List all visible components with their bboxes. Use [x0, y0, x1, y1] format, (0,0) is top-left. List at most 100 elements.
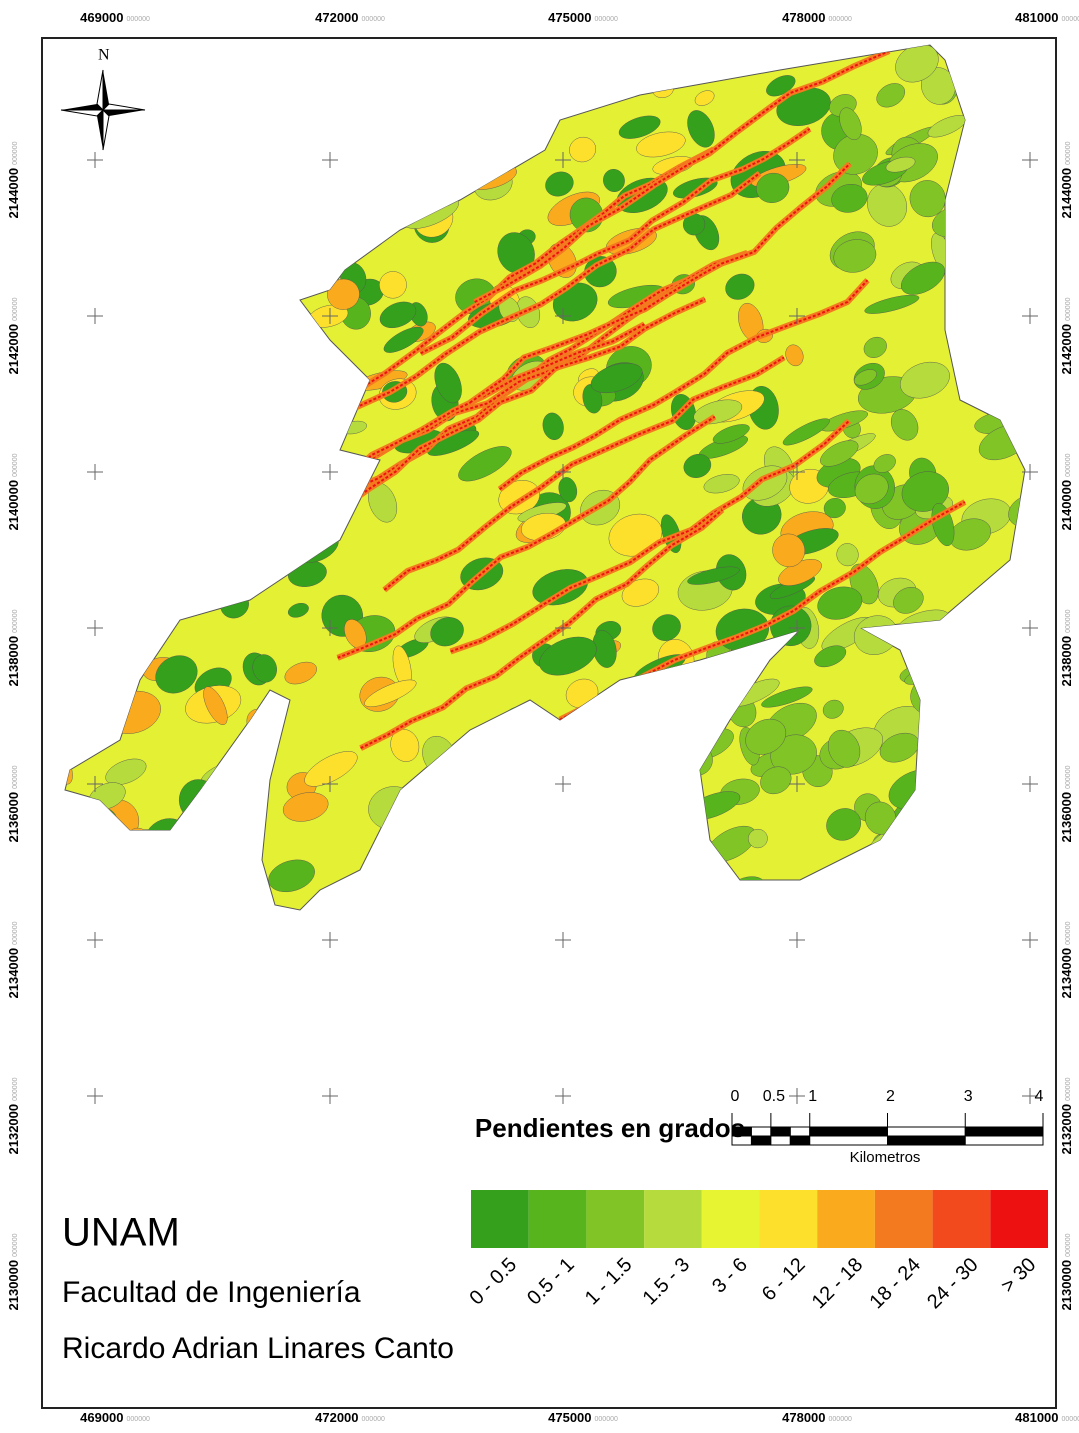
coordinate-suffix: 000000	[127, 16, 150, 23]
coordinate-suffix: 000000	[595, 1416, 618, 1423]
slope-patch	[327, 278, 360, 310]
scale-segment	[809, 1126, 888, 1137]
legend-swatch	[874, 1190, 933, 1248]
slope-patch	[268, 859, 315, 893]
coordinate-suffix: 000000	[12, 297, 19, 320]
coordinate-value: 472000	[315, 10, 358, 25]
scale-segment	[964, 1126, 1044, 1137]
slope-patch	[652, 614, 681, 641]
slope-patch	[545, 171, 574, 197]
slope-patch	[890, 409, 919, 441]
slope-patch	[863, 336, 887, 358]
x-coordinate: 478000 000000	[782, 10, 852, 25]
scale-segment	[789, 1126, 811, 1137]
legend-swatch	[644, 1190, 702, 1248]
coordinate-value: 2136000	[6, 792, 21, 843]
institution: UNAM	[62, 1211, 180, 1255]
coordinate-value: 2138000	[6, 636, 21, 687]
slope-patch	[155, 655, 198, 694]
coordinate-value: 2136000	[1059, 792, 1074, 843]
grid-crosses	[87, 152, 1038, 1104]
y-coordinate: 2130000 000000	[1059, 1233, 1074, 1310]
coordinate-value: 469000	[80, 1410, 123, 1425]
faculty: Facultad de Ingeniería	[62, 1276, 361, 1309]
slope-patch	[364, 679, 417, 707]
y-coordinate: 2142000 000000	[6, 297, 21, 374]
slope-patch	[745, 718, 787, 755]
scale-label: 3	[964, 1088, 973, 1105]
slope-patch	[826, 808, 862, 841]
scale-bar: 0 0.5 1 2 3 4	[731, 1088, 1044, 1146]
x-coordinate: 475000 000000	[548, 10, 618, 25]
slope-patch	[304, 751, 358, 787]
x-coordinate: 475000 000000	[548, 1410, 618, 1425]
scale-segment	[770, 1135, 791, 1146]
coordinate-value: 2144000	[6, 168, 21, 219]
coordinate-suffix: 000000	[1065, 1233, 1072, 1256]
slope-patch	[725, 273, 755, 300]
coordinate-value: 481000	[1015, 10, 1058, 25]
coordinate-value: 2132000	[1059, 1104, 1074, 1155]
x-coordinate: 472000 000000	[315, 10, 385, 25]
drainage-steepest	[360, 509, 723, 750]
scale-label: 1	[808, 1088, 817, 1105]
coordinate-value: 475000	[548, 1410, 591, 1425]
slope-patch	[618, 115, 661, 139]
slope-patch	[772, 533, 806, 568]
coordinate-value: 472000	[315, 1410, 358, 1425]
coordinate-suffix: 000000	[362, 1416, 385, 1423]
drainage-steepest	[312, 298, 706, 533]
slope-patch	[885, 156, 916, 173]
drainage-steepest	[559, 501, 966, 721]
slope-patch	[683, 453, 712, 478]
coordinate-suffix: 000000	[1062, 1416, 1079, 1423]
scale-segment	[750, 1135, 772, 1146]
coordinate-value: 2140000	[1059, 480, 1074, 531]
slope-patch	[590, 362, 643, 394]
coordinate-suffix: 000000	[1065, 141, 1072, 164]
slope-patch	[828, 729, 861, 768]
scale-label: 0	[731, 1088, 740, 1105]
slope-patch	[756, 172, 790, 203]
coordinate-value: 2134000	[6, 948, 21, 999]
x-coordinate: 478000 000000	[782, 1410, 852, 1425]
author: Ricardo Adrian Linares Canto	[62, 1332, 454, 1365]
slope-patch	[901, 471, 949, 512]
slope-patch	[814, 645, 847, 668]
scale-label: 2	[886, 1088, 895, 1105]
legend-swatch	[817, 1190, 875, 1248]
slope-patch	[782, 418, 830, 446]
slope-patch	[693, 399, 743, 425]
y-coordinate: 2140000 000000	[6, 453, 21, 530]
slope-patch	[831, 184, 868, 213]
drainage-steepest	[337, 415, 716, 659]
coordinate-suffix: 000000	[1062, 16, 1079, 23]
coordinate-value: 478000	[782, 10, 825, 25]
scale-segment	[750, 1126, 772, 1137]
y-coordinate: 2138000 000000	[6, 609, 21, 686]
slope-patch	[284, 661, 317, 685]
slope-patch	[820, 440, 859, 467]
y-coordinate: 2132000 000000	[1059, 1077, 1074, 1154]
scale-segment	[887, 1135, 966, 1146]
slope-patch	[383, 326, 424, 353]
coordinate-value: 2138000	[1059, 636, 1074, 687]
slope-patch	[760, 766, 792, 795]
scale-segment	[887, 1126, 966, 1137]
scale-segment	[770, 1126, 791, 1137]
slope-patch	[539, 636, 597, 676]
north-label: N	[98, 47, 110, 64]
y-coordinate: 2140000 000000	[1059, 453, 1074, 530]
slope-patch	[379, 271, 407, 299]
slope-patch	[569, 136, 597, 163]
coordinate-value: 478000	[782, 1410, 825, 1425]
slope-patch	[876, 83, 906, 108]
slope-patch	[379, 301, 417, 329]
y-coordinate: 2144000 000000	[1059, 141, 1074, 218]
y-coordinate: 2136000 000000	[6, 765, 21, 842]
slope-patch	[748, 828, 768, 849]
slope-patch	[105, 758, 147, 786]
drainage-steepest	[450, 420, 850, 653]
